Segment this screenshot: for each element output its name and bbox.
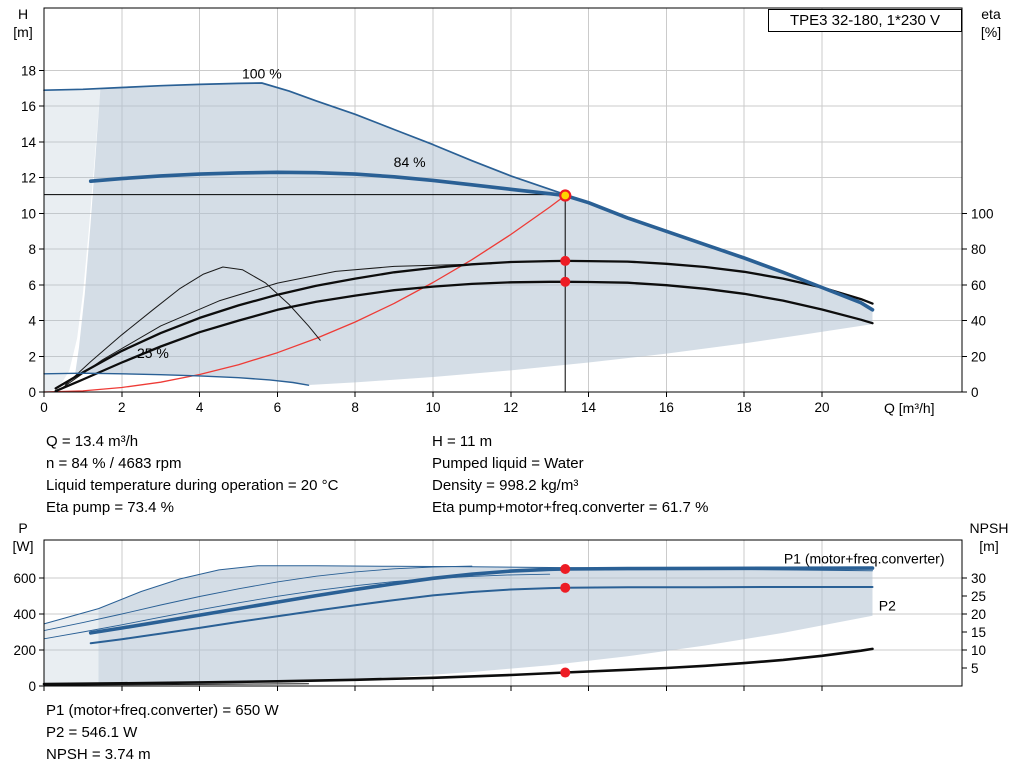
curve-npsh-curve: [42, 647, 874, 686]
curve-p2-max-speed-line: [43, 573, 551, 640]
right-tick-label: 40: [971, 314, 986, 329]
right-tick-label: 80: [971, 242, 986, 257]
right-tick-label: 5: [971, 661, 979, 676]
curve-p2-curve: [89, 586, 874, 645]
left-tick-label: 2: [28, 349, 36, 364]
right-tick-label: 0: [971, 385, 979, 400]
liquid-temperature: Liquid temperature during operation = 20…: [46, 477, 339, 494]
curve-p1-curve: [88, 566, 875, 635]
left-tick-label: 16: [21, 99, 36, 114]
curve-speed-curve-25pct: [43, 372, 310, 386]
label-25pct: 25 %: [137, 345, 169, 361]
plot-frame: [43, 7, 963, 393]
eta-axis-title: eta [%]: [960, 5, 1022, 41]
head-value: H = 11 m: [432, 433, 493, 450]
power-data: P1 (motor+freq.converter) = 650 W P2 = 5…: [46, 700, 279, 766]
left-tick-label: 14: [21, 135, 37, 150]
right-tick-label: 15: [971, 625, 986, 640]
area-low-flow-region: [44, 88, 101, 393]
bottom-tick-label: 6: [274, 400, 282, 415]
density-value: Density = 998.2 kg/m³: [432, 477, 579, 494]
npsh-axis-title: NPSH [m]: [956, 519, 1022, 555]
p2-value: P2 = 546.1 W: [46, 724, 138, 741]
p-axis-unit: [W]: [12, 538, 34, 554]
left-tick-label: 6: [28, 278, 36, 293]
curve-speed-curve-84pct: [88, 170, 875, 312]
flow-value: Q = 13.4 m³/h: [46, 433, 139, 450]
p1-value: P1 (motor+freq.converter) = 650 W: [46, 702, 279, 719]
bottom-tick-label: 14: [581, 400, 597, 415]
x-axis-label: Q [m³/h]: [884, 400, 935, 416]
curve-eta-arc-mid-speed: [61, 263, 492, 389]
left-tick-label: 600: [13, 571, 36, 586]
area-low-flow-region: [44, 608, 99, 686]
p1-point: [560, 563, 571, 574]
bottom-tick-label: 10: [425, 400, 440, 415]
npsh-axis-unit: [m]: [979, 538, 999, 554]
speed-value: n = 84 % / 4683 rpm: [46, 455, 182, 472]
right-tick-label: 10: [971, 643, 986, 658]
left-tick-label: 0: [28, 385, 36, 400]
right-tick-label: 25: [971, 589, 986, 604]
right-tick-label: 20: [971, 349, 986, 364]
h-axis-title: H [m]: [2, 5, 44, 41]
p-axis-title: P [W]: [2, 519, 44, 555]
left-tick-label: 12: [21, 171, 36, 186]
bottom-tick-label: 0: [40, 400, 48, 415]
left-tick-label: 0: [28, 679, 36, 694]
bottom-tick-label: 16: [659, 400, 674, 415]
left-tick-label: 10: [21, 206, 36, 221]
right-tick-label: 30: [971, 571, 986, 586]
eta-total-point: [560, 276, 571, 287]
eta-axis-unit: [%]: [980, 24, 1002, 40]
bottom-tick-label: 2: [118, 400, 126, 415]
eta-axis-symbol: eta: [981, 6, 1001, 22]
bottom-tick-label: 20: [814, 400, 829, 415]
curve-eta-pump-curve: [54, 259, 874, 390]
duty-point: [559, 189, 572, 202]
npsh-point: [560, 667, 571, 678]
h-axis-symbol: H: [17, 6, 29, 22]
curve-npsh-low-speed-line: [43, 683, 309, 686]
operating-data-right: H = 11 m Pumped liquid = Water Density =…: [432, 431, 708, 519]
left-tick-label: 200: [13, 643, 36, 658]
pump-type-label: TPE3 32-180, 1*230 V: [768, 9, 962, 32]
pumped-liquid: Pumped liquid = Water: [432, 455, 584, 472]
eta-pump-value: Eta pump = 73.4 %: [46, 499, 174, 516]
h-axis-unit: [m]: [13, 24, 33, 40]
bottom-tick-label: 12: [503, 400, 518, 415]
plot-frame: [43, 539, 963, 687]
eta-total-value: Eta pump+motor+freq.converter = 61.7 %: [432, 499, 709, 516]
left-tick-label: 400: [13, 607, 36, 622]
area-operating-envelope: [75, 83, 873, 385]
right-tick-label: 60: [971, 278, 986, 293]
label-84pct: 84 %: [394, 154, 426, 170]
label-p1: P1 (motor+freq.converter): [784, 551, 945, 567]
curve-eta-total-curve: [54, 280, 874, 393]
p-axis-symbol: P: [18, 520, 28, 536]
p2-point: [560, 582, 571, 593]
bottom-tick-label: 4: [196, 400, 204, 415]
bottom-tick-label: 8: [351, 400, 359, 415]
npsh-value: NPSH = 3.74 m: [46, 746, 151, 763]
npsh-axis-symbol: NPSH: [969, 520, 1009, 536]
curve-eta-arc-low-speed: [64, 266, 321, 386]
label-p2: P2: [879, 597, 896, 613]
area-power-envelope: [98, 565, 873, 685]
curve-p1-max-speed-line: [43, 565, 473, 632]
curve-system-curve: [43, 194, 566, 393]
left-tick-label: 18: [21, 64, 36, 79]
right-tick-label: 20: [971, 607, 986, 622]
label-100pct: 100 %: [242, 66, 282, 82]
right-tick-label: 100: [971, 206, 994, 221]
eta-pump-point: [560, 255, 571, 266]
bottom-tick-label: 18: [737, 400, 752, 415]
left-tick-label: 8: [28, 242, 36, 257]
operating-data-left: Q = 13.4 m³/h n = 84 % / 4683 rpm Liquid…: [46, 431, 338, 519]
left-tick-label: 4: [28, 314, 36, 329]
